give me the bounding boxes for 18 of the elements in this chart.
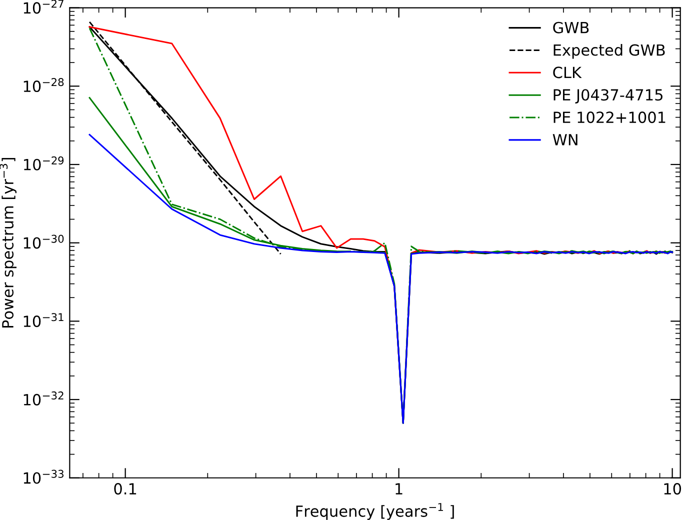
- y-tick-label: 10$^{−31}$: [24, 313, 64, 328]
- x-axis-title: Frequency [years$^{−1}$ ]: [296, 503, 454, 520]
- legend-label: GWB: [553, 22, 589, 34]
- legend-label: CLK: [553, 66, 582, 78]
- y-tick-label: 10$^{−33}$: [24, 470, 64, 484]
- x-tick-label: 0.1: [114, 483, 136, 495]
- y-tick-label: 10$^{−27}$: [24, 0, 64, 14]
- legend-label: PE 1022+1001: [554, 112, 666, 124]
- x-tick-label: 1: [396, 483, 402, 494]
- y-tick-label: 10$^{−30}$: [24, 234, 64, 249]
- y-tick-label: 10$^{−28}$: [24, 78, 64, 92]
- legend-label: Expected GWB: [554, 44, 665, 59]
- y-tick-label: 10$^{−32}$: [24, 391, 64, 406]
- y-axis-title: Power spectrum [yr$^{−3}$]: [0, 158, 16, 328]
- y-tick-label: 10$^{−29}$: [24, 156, 64, 170]
- legend-label: PE J0437-4715: [554, 89, 662, 104]
- x-tick-label: 10: [664, 483, 682, 495]
- legend-label: WN: [552, 134, 578, 146]
